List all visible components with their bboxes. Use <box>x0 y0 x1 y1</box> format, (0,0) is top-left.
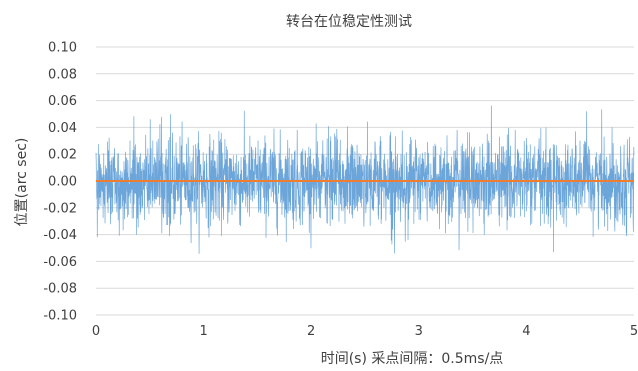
y-tick-label: -0.04 <box>43 228 77 243</box>
y-tick-label: 0.04 <box>48 121 77 136</box>
y-tick-label: -0.10 <box>43 309 77 324</box>
y-tick-label: 0.08 <box>48 67 77 82</box>
y-tick-label: -0.02 <box>43 201 77 216</box>
y-tick-label: 0.10 <box>48 41 77 56</box>
x-tick-label: 2 <box>307 324 315 339</box>
x-tick-label: 0 <box>92 324 100 339</box>
x-tick-labels: 0 1 2 3 4 5 <box>92 324 638 339</box>
x-axis-title: 时间(s) 采点间隔：0.5ms/点 <box>321 351 504 367</box>
y-tick-label: -0.06 <box>43 255 77 270</box>
y-tick-labels: 0.10 0.08 0.06 0.04 0.02 0.00 -0.02 -0.04 -0.06 -… <box>43 41 77 324</box>
series-line-position <box>95 105 635 254</box>
y-tick-label: 0.00 <box>48 175 77 190</box>
y-tick-label: 0.02 <box>48 148 77 163</box>
chart-title: 转台在位稳定性测试 <box>286 14 412 30</box>
y-tick-label: -0.08 <box>43 282 77 297</box>
x-tick-label: 3 <box>415 324 423 339</box>
y-axis-title: 位置(arc sec) <box>14 138 30 227</box>
plot-area <box>95 105 635 254</box>
x-tick-label: 5 <box>630 324 638 339</box>
x-tick-label: 4 <box>522 324 530 339</box>
y-tick-label: 0.06 <box>48 94 77 109</box>
x-tick-label: 1 <box>199 324 207 339</box>
